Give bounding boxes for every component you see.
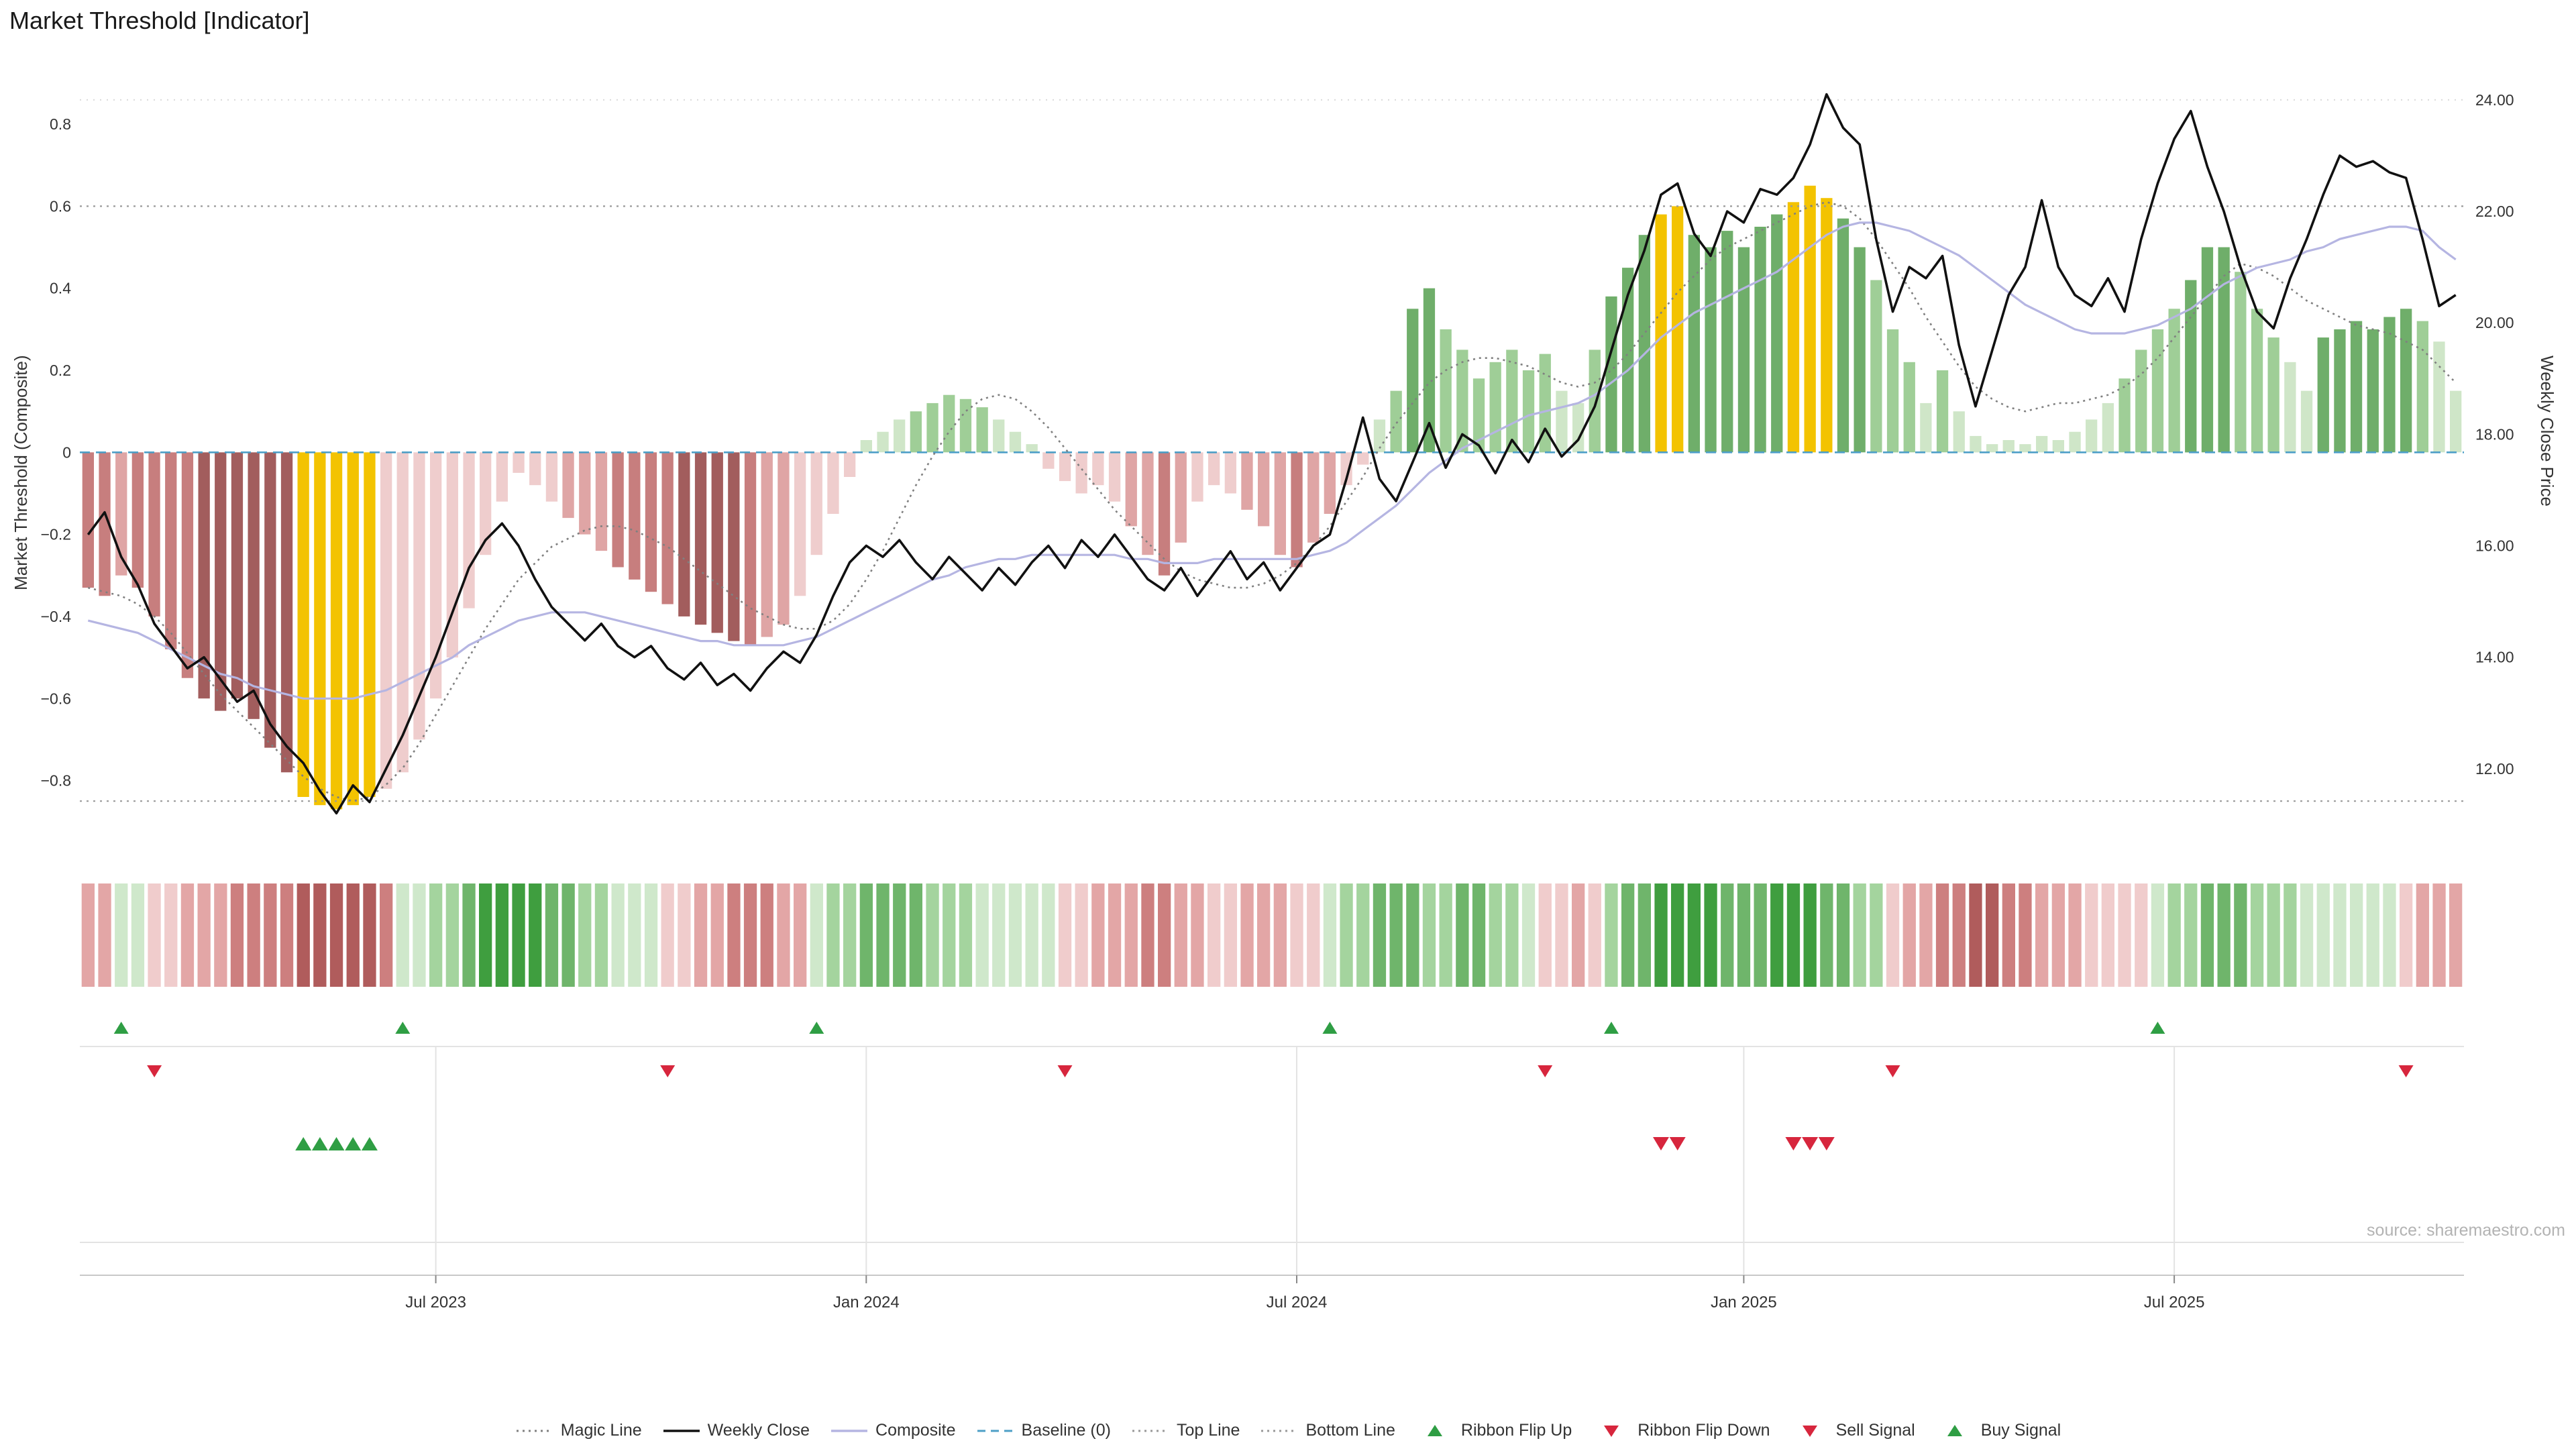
legend-swatch-dashed — [977, 1430, 1014, 1432]
legend-label: Bottom Line — [1305, 1421, 1395, 1440]
weekly-close-line — [87, 93, 2457, 815]
sell-signal-markers — [1653, 1137, 1835, 1150]
threshold-bars — [82, 185, 2462, 810]
chart-legend: Magic Line Weekly Close Composite Baseline … — [0, 1421, 2576, 1440]
svg-text:18.00: 18.00 — [2475, 425, 2514, 443]
svg-text:−0.4: −0.4 — [41, 608, 72, 625]
legend-swatch-tri-down — [1802, 1425, 1817, 1437]
ribbon-strip — [81, 883, 2463, 987]
svg-text:0.6: 0.6 — [50, 197, 71, 215]
svg-text:−0.2: −0.2 — [41, 526, 71, 543]
source-attribution: source: sharemaestro.com — [2367, 1221, 2565, 1240]
svg-text:0.2: 0.2 — [50, 362, 71, 379]
legend-swatch-solid — [663, 1429, 700, 1432]
buy-signal-markers — [295, 1137, 378, 1150]
svg-text:16.00: 16.00 — [2475, 537, 2514, 555]
legend-item: Magic Line — [515, 1421, 642, 1440]
svg-text:0.4: 0.4 — [50, 280, 71, 297]
legend-item: Sell Signal — [1790, 1421, 1915, 1440]
svg-text:Jul 2023: Jul 2023 — [405, 1293, 466, 1311]
legend-item: Weekly Close — [662, 1421, 810, 1440]
legend-label: Weekly Close — [707, 1421, 810, 1440]
x-axis — [80, 1275, 2464, 1283]
page-title: Market Threshold [Indicator] — [9, 7, 310, 34]
svg-text:−0.6: −0.6 — [41, 690, 71, 707]
legend-item: Composite — [830, 1421, 956, 1440]
legend-swatch-dotted — [516, 1430, 553, 1432]
legend-label: Ribbon Flip Up — [1460, 1421, 1572, 1440]
legend-item: Baseline (0) — [976, 1421, 1111, 1440]
svg-text:24.00: 24.00 — [2475, 91, 2514, 109]
svg-text:0: 0 — [62, 443, 71, 461]
magic-line — [87, 201, 2457, 802]
svg-text:Jul 2025: Jul 2025 — [2144, 1293, 2205, 1311]
ribbon-flip-up-markers — [113, 1022, 2165, 1034]
legend-label: Magic Line — [560, 1421, 642, 1440]
right-axis-title: Weekly Close Price — [2537, 356, 2557, 506]
svg-text:Jan 2025: Jan 2025 — [1711, 1293, 1777, 1311]
left-axis-title: Market Threshold (Composite) — [11, 355, 31, 590]
legend-item: Ribbon Flip Up — [1415, 1421, 1572, 1440]
legend-swatch-tri-down — [1604, 1425, 1619, 1437]
legend-label: Sell Signal — [1835, 1421, 1915, 1440]
legend-swatch-tri-up — [1947, 1424, 1962, 1436]
signal-panel-grid — [80, 1046, 2464, 1275]
legend-label: Baseline (0) — [1021, 1421, 1111, 1440]
ribbon-flip-down-markers — [147, 1065, 2414, 1077]
legend-item: Buy Signal — [1935, 1421, 2061, 1440]
legend-swatch-dotted — [1261, 1430, 1298, 1432]
svg-text:Jan 2024: Jan 2024 — [833, 1293, 900, 1311]
svg-text:20.00: 20.00 — [2475, 314, 2514, 331]
svg-text:22.00: 22.00 — [2475, 203, 2514, 220]
legend-swatch-dotted — [1132, 1430, 1169, 1432]
legend-swatch-tri-up — [1427, 1424, 1442, 1436]
left-axis-ticks: 0.8 0.6 0.4 0.2 0 −0.2 −0.4 −0.6 −0.8 — [41, 115, 72, 790]
composite-line — [87, 221, 2457, 700]
legend-item: Bottom Line — [1260, 1421, 1395, 1440]
legend-label: Buy Signal — [1980, 1421, 2061, 1440]
x-axis-ticks: Jul 2023 Jan 2024 Jul 2024 Jan 2025 Jul 2025 — [405, 1293, 2204, 1311]
legend-label: Top Line — [1176, 1421, 1240, 1440]
svg-text:14.00: 14.00 — [2475, 649, 2514, 666]
legend-item: Ribbon Flip Down — [1592, 1421, 1770, 1440]
legend-label: Ribbon Flip Down — [1638, 1421, 1770, 1440]
svg-text:−0.8: −0.8 — [41, 772, 71, 790]
legend-item: Top Line — [1131, 1421, 1240, 1440]
right-axis-ticks: 24.00 22.00 20.00 18.00 16.00 14.00 12.00 — [2475, 91, 2514, 777]
svg-text:Jul 2024: Jul 2024 — [1267, 1293, 1328, 1311]
svg-text:0.8: 0.8 — [50, 115, 71, 133]
legend-swatch-solid — [831, 1429, 868, 1432]
svg-text:12.00: 12.00 — [2475, 760, 2514, 777]
legend-label: Composite — [875, 1421, 956, 1440]
